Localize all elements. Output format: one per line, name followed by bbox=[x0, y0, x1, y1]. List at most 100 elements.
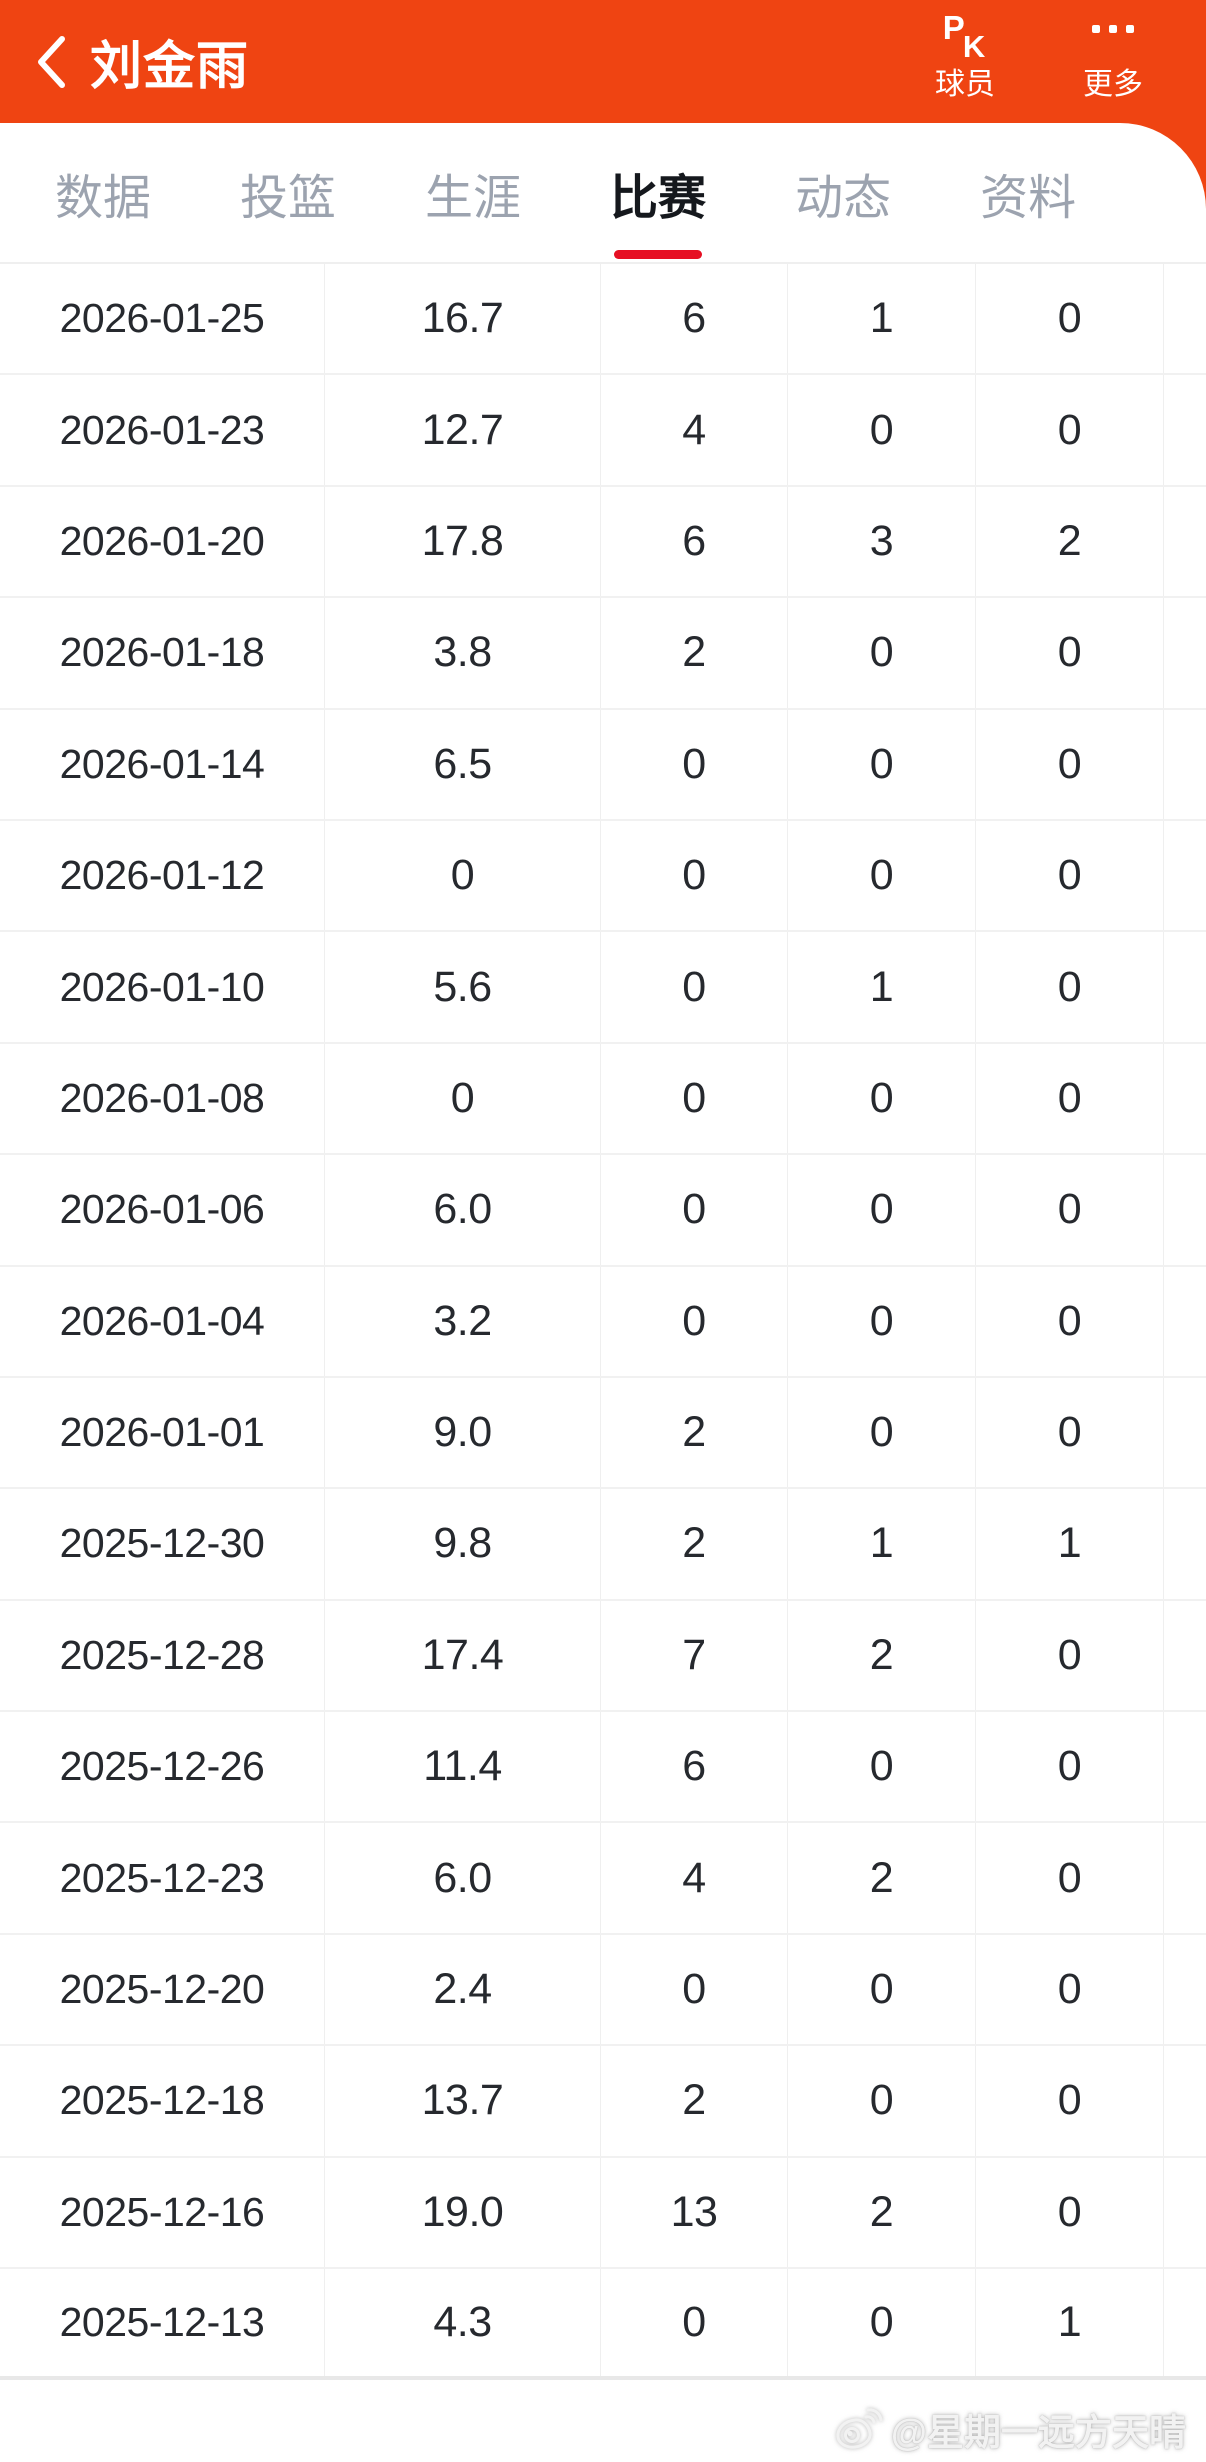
tab-label: 比赛 bbox=[610, 171, 707, 225]
cell-stat: 1 bbox=[976, 1489, 1164, 1599]
tab-label: 资料 bbox=[980, 171, 1077, 225]
tab-profile[interactable]: 资料 bbox=[980, 123, 1076, 262]
cell-stat: 2 bbox=[976, 486, 1164, 597]
tab-news[interactable]: 动态 bbox=[795, 123, 891, 262]
table-row[interactable]: 2026-01-23 12.7 4 0 0 bbox=[0, 375, 1206, 487]
cell-cutoff bbox=[1164, 2269, 1206, 2376]
content-card: 数据 投篮 生涯 比赛 动态 资料 2026-01-25 16.7 6 1 0 2026-01-23… bbox=[0, 123, 1206, 2462]
back-button[interactable] bbox=[26, 32, 76, 92]
cell-stat: 0 bbox=[601, 932, 788, 1042]
pk-player-button[interactable]: PK 球员 bbox=[920, 4, 1010, 102]
watermark: @星期一远方天晴 bbox=[835, 2402, 1186, 2456]
cell-cutoff bbox=[1164, 1489, 1206, 1598]
cell-stat: 0 bbox=[601, 820, 788, 931]
table-row[interactable]: 2026-01-04 3.2 0 0 0 bbox=[0, 1266, 1206, 1378]
table-row[interactable]: 2026-01-20 17.8 6 3 2 bbox=[0, 486, 1206, 599]
cell-stat: 4 bbox=[601, 1823, 788, 1933]
cell-stat: 16.7 bbox=[325, 264, 601, 374]
table-row[interactable]: 2026-01-18 3.8 2 0 0 bbox=[0, 598, 1206, 710]
cell-cutoff bbox=[1164, 1044, 1206, 1153]
cell-stat: 19.0 bbox=[325, 2157, 601, 2268]
table-row[interactable]: 2025-12-13 4.3 0 0 1 bbox=[0, 2269, 1206, 2381]
cell-cutoff bbox=[1164, 2046, 1206, 2155]
cell-stat: 0 bbox=[976, 1600, 1164, 1711]
cell-stat: 2 bbox=[601, 1377, 788, 1488]
cell-stat: 1 bbox=[788, 264, 976, 374]
cell-stat: 6 bbox=[601, 486, 788, 597]
ellipsis-icon bbox=[1092, 4, 1134, 66]
cell-stat: 2.4 bbox=[325, 1934, 601, 2045]
tab-label: 生涯 bbox=[425, 171, 522, 225]
cell-stat: 0 bbox=[325, 820, 601, 931]
cell-stat: 0 bbox=[788, 2269, 976, 2377]
cell-stat: 2 bbox=[601, 598, 788, 708]
cell-stat: 0 bbox=[976, 1823, 1164, 1933]
cell-cutoff bbox=[1164, 1267, 1206, 1376]
tab-label: 数据 bbox=[55, 171, 152, 225]
cell-date: 2026-01-10 bbox=[0, 932, 325, 1042]
cell-stat: 17.8 bbox=[325, 486, 601, 597]
cell-stat: 0 bbox=[325, 1043, 601, 1154]
tab-shooting[interactable]: 投篮 bbox=[240, 123, 336, 262]
cell-date: 2025-12-30 bbox=[0, 1489, 325, 1599]
cell-stat: 0 bbox=[788, 820, 976, 931]
more-button-label: 更多 bbox=[1083, 68, 1143, 101]
table-row[interactable]: 2026-01-08 0 0 0 0 bbox=[0, 1043, 1206, 1156]
cell-date: 2026-01-14 bbox=[0, 709, 325, 819]
more-button[interactable]: 更多 bbox=[1068, 4, 1158, 102]
cell-stat: 0 bbox=[976, 1934, 1164, 2045]
tab-label: 投篮 bbox=[240, 171, 337, 225]
tab-career[interactable]: 生涯 bbox=[425, 123, 521, 262]
cell-stat: 1 bbox=[788, 932, 976, 1042]
tab-matches[interactable]: 比赛 bbox=[610, 123, 706, 262]
cell-stat: 12.7 bbox=[325, 375, 601, 485]
table-row[interactable]: 2026-01-14 6.5 0 0 0 bbox=[0, 709, 1206, 821]
cell-date: 2025-12-28 bbox=[0, 1600, 325, 1711]
table-row[interactable]: 2025-12-16 19.0 13 2 0 bbox=[0, 2157, 1206, 2270]
cell-stat: 3 bbox=[788, 486, 976, 597]
table-row[interactable]: 2026-01-01 9.0 2 0 0 bbox=[0, 1377, 1206, 1490]
table-row[interactable]: 2026-01-06 6.0 0 0 0 bbox=[0, 1155, 1206, 1267]
cell-stat: 0 bbox=[788, 1043, 976, 1154]
cell-stat: 13.7 bbox=[325, 2046, 601, 2156]
table-row[interactable]: 2025-12-20 2.4 0 0 0 bbox=[0, 1934, 1206, 2047]
cell-stat: 13 bbox=[601, 2157, 788, 2268]
page-title: 刘金雨 bbox=[90, 38, 250, 96]
cell-stat: 2 bbox=[601, 1489, 788, 1599]
cell-cutoff bbox=[1164, 821, 1206, 930]
table-row[interactable]: 2026-01-25 16.7 6 1 0 bbox=[0, 264, 1206, 376]
cell-stat: 0 bbox=[788, 375, 976, 485]
table-row[interactable]: 2025-12-30 9.8 2 1 1 bbox=[0, 1489, 1206, 1601]
cell-stat: 0 bbox=[976, 264, 1164, 374]
cell-stat: 0 bbox=[788, 1712, 976, 1822]
tab-bar: 数据 投篮 生涯 比赛 动态 资料 bbox=[0, 123, 1206, 262]
table-row[interactable]: 2025-12-26 11.4 6 0 0 bbox=[0, 1712, 1206, 1824]
match-log-table: 2026-01-25 16.7 6 1 0 2026-01-23 12.7 4 0 0 2026-0… bbox=[0, 262, 1206, 2381]
cell-cutoff bbox=[1164, 1712, 1206, 1821]
cell-stat: 0 bbox=[788, 598, 976, 708]
cell-stat: 7 bbox=[601, 1600, 788, 1711]
cell-date: 2026-01-18 bbox=[0, 598, 325, 708]
header-actions: PK 球员 更多 bbox=[920, 4, 1158, 102]
cell-stat: 9.0 bbox=[325, 1377, 601, 1488]
cell-stat: 0 bbox=[976, 1377, 1164, 1488]
table-row[interactable]: 2025-12-28 17.4 7 2 0 bbox=[0, 1600, 1206, 1713]
table-row[interactable]: 2025-12-18 13.7 2 0 0 bbox=[0, 2046, 1206, 2158]
cell-stat: 3.2 bbox=[325, 1266, 601, 1376]
cell-stat: 0 bbox=[788, 1377, 976, 1488]
app-header: 刘金雨 PK 球员 更多 bbox=[0, 0, 1206, 123]
cell-cutoff bbox=[1164, 1155, 1206, 1264]
cell-stat: 2 bbox=[788, 1600, 976, 1711]
table-row[interactable]: 2026-01-12 0 0 0 0 bbox=[0, 820, 1206, 933]
cell-stat: 3.8 bbox=[325, 598, 601, 708]
table-row[interactable]: 2025-12-23 6.0 4 2 0 bbox=[0, 1823, 1206, 1935]
cell-stat: 0 bbox=[601, 1043, 788, 1154]
cell-date: 2026-01-20 bbox=[0, 486, 325, 597]
table-row[interactable]: 2026-01-10 5.6 0 1 0 bbox=[0, 932, 1206, 1044]
cell-stat: 0 bbox=[976, 1266, 1164, 1376]
cell-stat: 6 bbox=[601, 1712, 788, 1822]
tab-data[interactable]: 数据 bbox=[55, 123, 151, 262]
cell-stat: 6.0 bbox=[325, 1155, 601, 1265]
cell-stat: 9.8 bbox=[325, 1489, 601, 1599]
cell-stat: 0 bbox=[976, 2046, 1164, 2156]
